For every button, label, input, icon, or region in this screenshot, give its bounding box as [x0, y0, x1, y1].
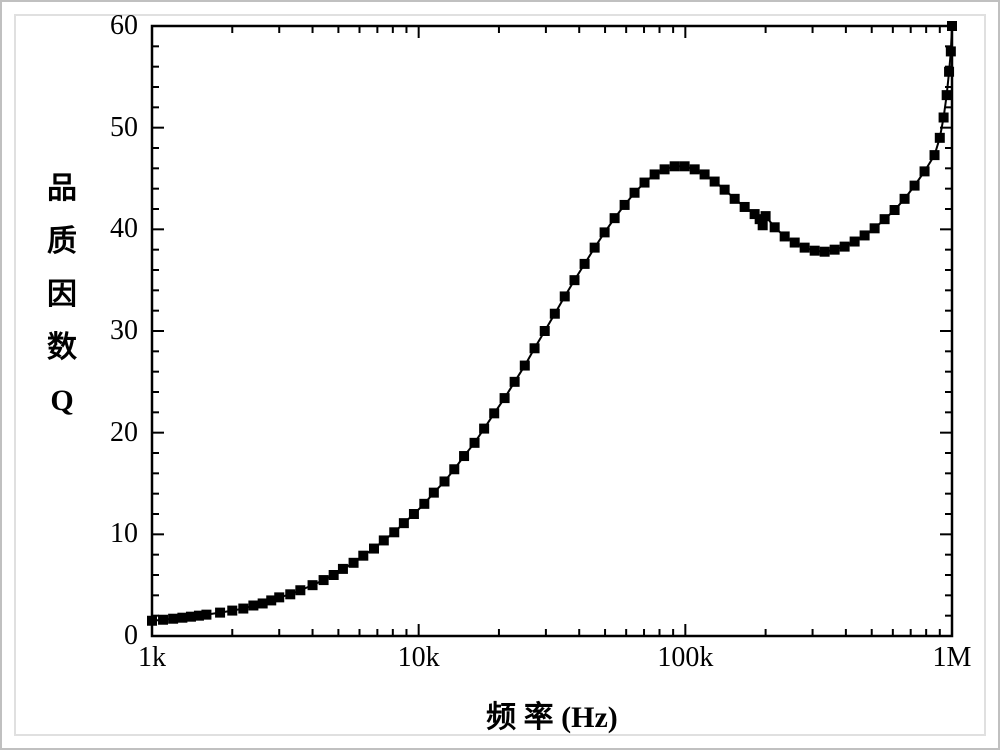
x-tick-label: 10k	[398, 642, 440, 674]
y-tick-label: 20	[88, 417, 138, 449]
y-tick-label: 50	[88, 112, 138, 144]
x-tick-label: 100k	[657, 642, 713, 674]
y-tick-label: 60	[88, 10, 138, 42]
y-tick-label: 40	[88, 213, 138, 245]
y-tick-label: 10	[88, 518, 138, 550]
y-tick-label: 0	[88, 620, 138, 652]
chart-container: 品质因数Q 频 率 (Hz) 1k10k100k1M0102030405060	[0, 0, 1000, 750]
x-tick-label: 1k	[138, 642, 166, 674]
plot-svg	[2, 2, 1000, 752]
x-tick-label: 1M	[933, 642, 972, 674]
y-tick-label: 30	[88, 315, 138, 347]
